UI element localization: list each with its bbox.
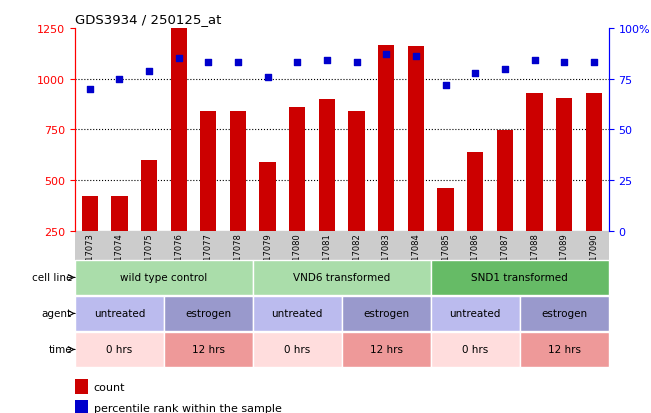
Bar bbox=[289, 108, 305, 282]
Bar bbox=[200, 112, 217, 282]
Text: 12 hrs: 12 hrs bbox=[547, 344, 581, 355]
Bar bbox=[81, 197, 98, 282]
Text: 0 hrs: 0 hrs bbox=[462, 344, 488, 355]
Text: 12 hrs: 12 hrs bbox=[192, 344, 225, 355]
Bar bbox=[141, 160, 157, 282]
Bar bbox=[260, 162, 276, 282]
Point bbox=[262, 74, 273, 81]
Bar bbox=[75, 296, 164, 331]
Point bbox=[559, 60, 570, 66]
Text: time: time bbox=[48, 344, 72, 355]
Point bbox=[203, 60, 214, 66]
Bar bbox=[527, 94, 543, 282]
Bar bbox=[164, 332, 253, 367]
Point bbox=[173, 56, 184, 62]
Bar bbox=[467, 152, 484, 282]
Bar bbox=[253, 332, 342, 367]
Bar bbox=[378, 46, 395, 282]
Bar bbox=[171, 27, 187, 282]
Text: VND6 transformed: VND6 transformed bbox=[293, 273, 391, 283]
Point bbox=[322, 58, 332, 64]
Text: untreated: untreated bbox=[450, 309, 501, 319]
Text: untreated: untreated bbox=[271, 309, 323, 319]
Bar bbox=[230, 112, 246, 282]
Text: percentile rank within the sample: percentile rank within the sample bbox=[94, 403, 281, 413]
Text: count: count bbox=[94, 382, 125, 392]
Bar bbox=[111, 197, 128, 282]
Point bbox=[292, 60, 303, 66]
Text: 0 hrs: 0 hrs bbox=[106, 344, 132, 355]
Point bbox=[500, 66, 510, 73]
Text: untreated: untreated bbox=[94, 309, 145, 319]
Text: agent: agent bbox=[42, 309, 72, 319]
Bar bbox=[75, 380, 89, 394]
Text: estrogen: estrogen bbox=[541, 309, 587, 319]
Point bbox=[114, 76, 124, 83]
Bar bbox=[497, 131, 513, 282]
Text: 0 hrs: 0 hrs bbox=[284, 344, 311, 355]
Bar bbox=[348, 112, 365, 282]
Point bbox=[352, 60, 362, 66]
Point bbox=[411, 54, 421, 61]
Bar bbox=[75, 332, 164, 367]
Bar bbox=[342, 296, 431, 331]
Bar bbox=[519, 332, 609, 367]
Text: GDS3934 / 250125_at: GDS3934 / 250125_at bbox=[75, 13, 221, 26]
Bar bbox=[253, 260, 431, 295]
Bar bbox=[519, 296, 609, 331]
Point bbox=[529, 58, 540, 64]
Point bbox=[381, 52, 391, 59]
Point bbox=[440, 82, 450, 89]
Bar bbox=[253, 296, 342, 331]
Bar bbox=[431, 332, 519, 367]
Point bbox=[233, 60, 243, 66]
Bar bbox=[319, 100, 335, 282]
Bar bbox=[342, 332, 431, 367]
Bar bbox=[556, 99, 572, 282]
Text: wild type control: wild type control bbox=[120, 273, 208, 283]
Text: cell line: cell line bbox=[31, 273, 72, 283]
Point bbox=[85, 86, 95, 93]
Bar bbox=[408, 47, 424, 282]
Bar bbox=[586, 94, 602, 282]
Bar bbox=[431, 260, 609, 295]
Bar bbox=[431, 296, 519, 331]
Bar bbox=[437, 189, 454, 282]
Text: estrogen: estrogen bbox=[186, 309, 231, 319]
Text: SND1 transformed: SND1 transformed bbox=[471, 273, 568, 283]
Bar bbox=[75, 400, 89, 413]
Bar bbox=[164, 296, 253, 331]
Bar bbox=[75, 260, 253, 295]
Point bbox=[470, 70, 480, 77]
Text: 12 hrs: 12 hrs bbox=[370, 344, 403, 355]
Point bbox=[144, 68, 154, 75]
Text: estrogen: estrogen bbox=[363, 309, 409, 319]
Point bbox=[589, 60, 599, 66]
